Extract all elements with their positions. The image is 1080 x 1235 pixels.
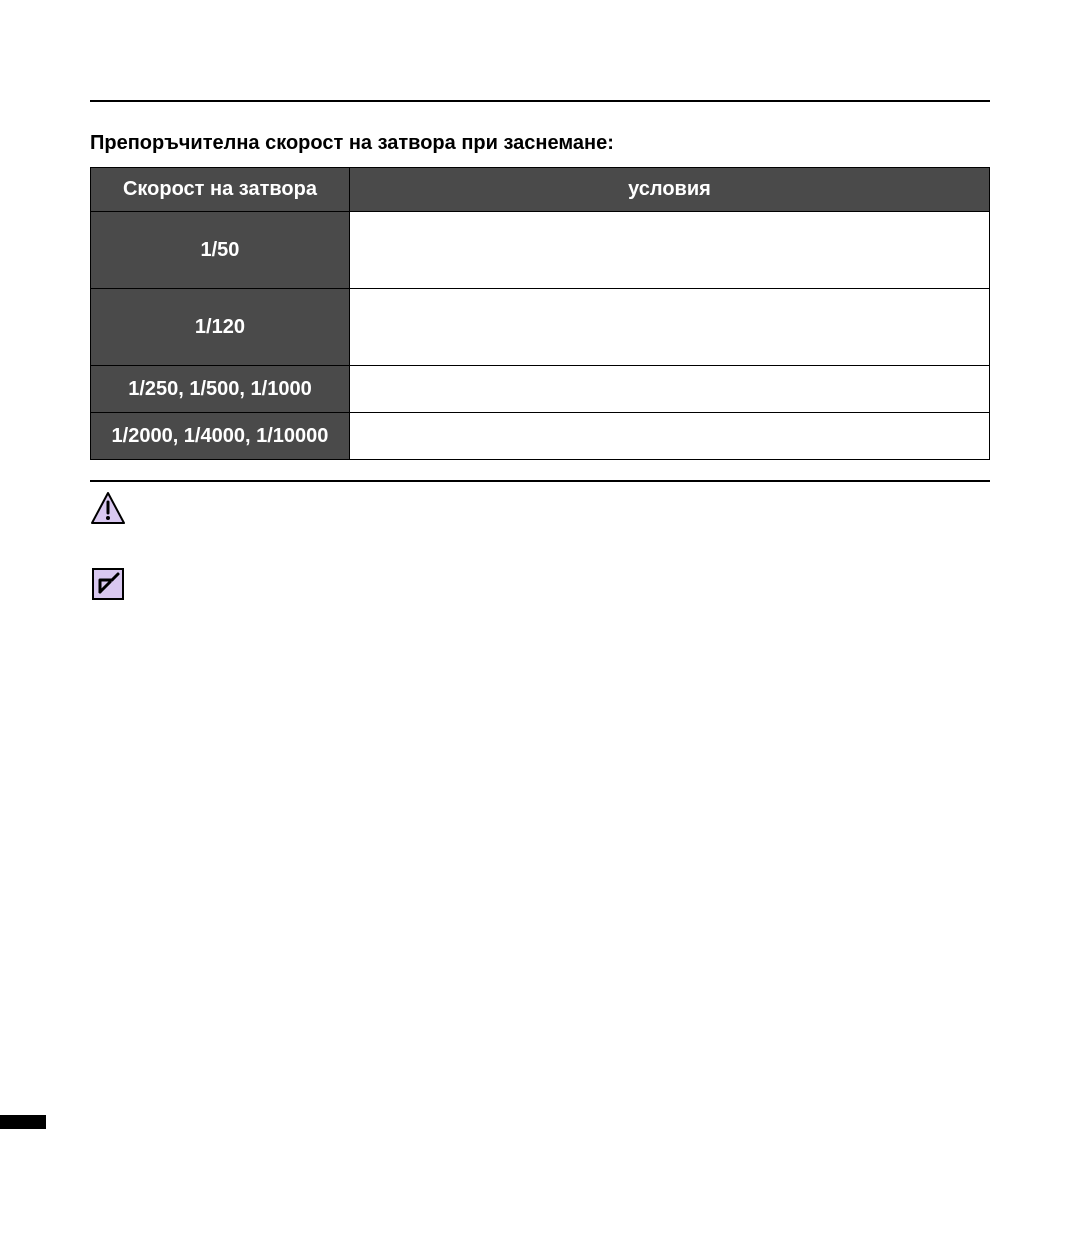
table-header-row: Скорост на затвора условия bbox=[91, 168, 990, 212]
page-number-tab bbox=[0, 1115, 46, 1129]
shutter-speed-table: Скорост на затвора условия 1/50 1/120 1/… bbox=[90, 167, 990, 460]
table-row: 1/50 bbox=[91, 212, 990, 289]
table-row: 1/120 bbox=[91, 289, 990, 366]
cell-speed: 1/250, 1/500, 1/1000 bbox=[91, 366, 350, 413]
cell-speed: 1/120 bbox=[91, 289, 350, 366]
table-row: 1/250, 1/500, 1/1000 bbox=[91, 366, 990, 413]
notes-section bbox=[90, 480, 990, 602]
cell-speed: 1/50 bbox=[91, 212, 350, 289]
cell-conditions bbox=[349, 289, 989, 366]
cell-conditions bbox=[349, 413, 989, 460]
info-note bbox=[90, 566, 990, 602]
document-page: Препоръчителна скорост на затвора при за… bbox=[0, 0, 1080, 1235]
table-header-conditions: условия bbox=[349, 168, 989, 212]
note-icon bbox=[90, 566, 126, 602]
cell-speed: 1/2000, 1/4000, 1/10000 bbox=[91, 413, 350, 460]
cell-conditions bbox=[349, 366, 989, 413]
cell-conditions bbox=[349, 212, 989, 289]
warning-icon bbox=[90, 490, 126, 526]
table-row: 1/2000, 1/4000, 1/10000 bbox=[91, 413, 990, 460]
top-horizontal-rule bbox=[90, 100, 990, 102]
warning-note bbox=[90, 490, 990, 526]
table-header-speed: Скорост на затвора bbox=[91, 168, 350, 212]
section-title: Препоръчителна скорост на затвора при за… bbox=[90, 132, 990, 155]
